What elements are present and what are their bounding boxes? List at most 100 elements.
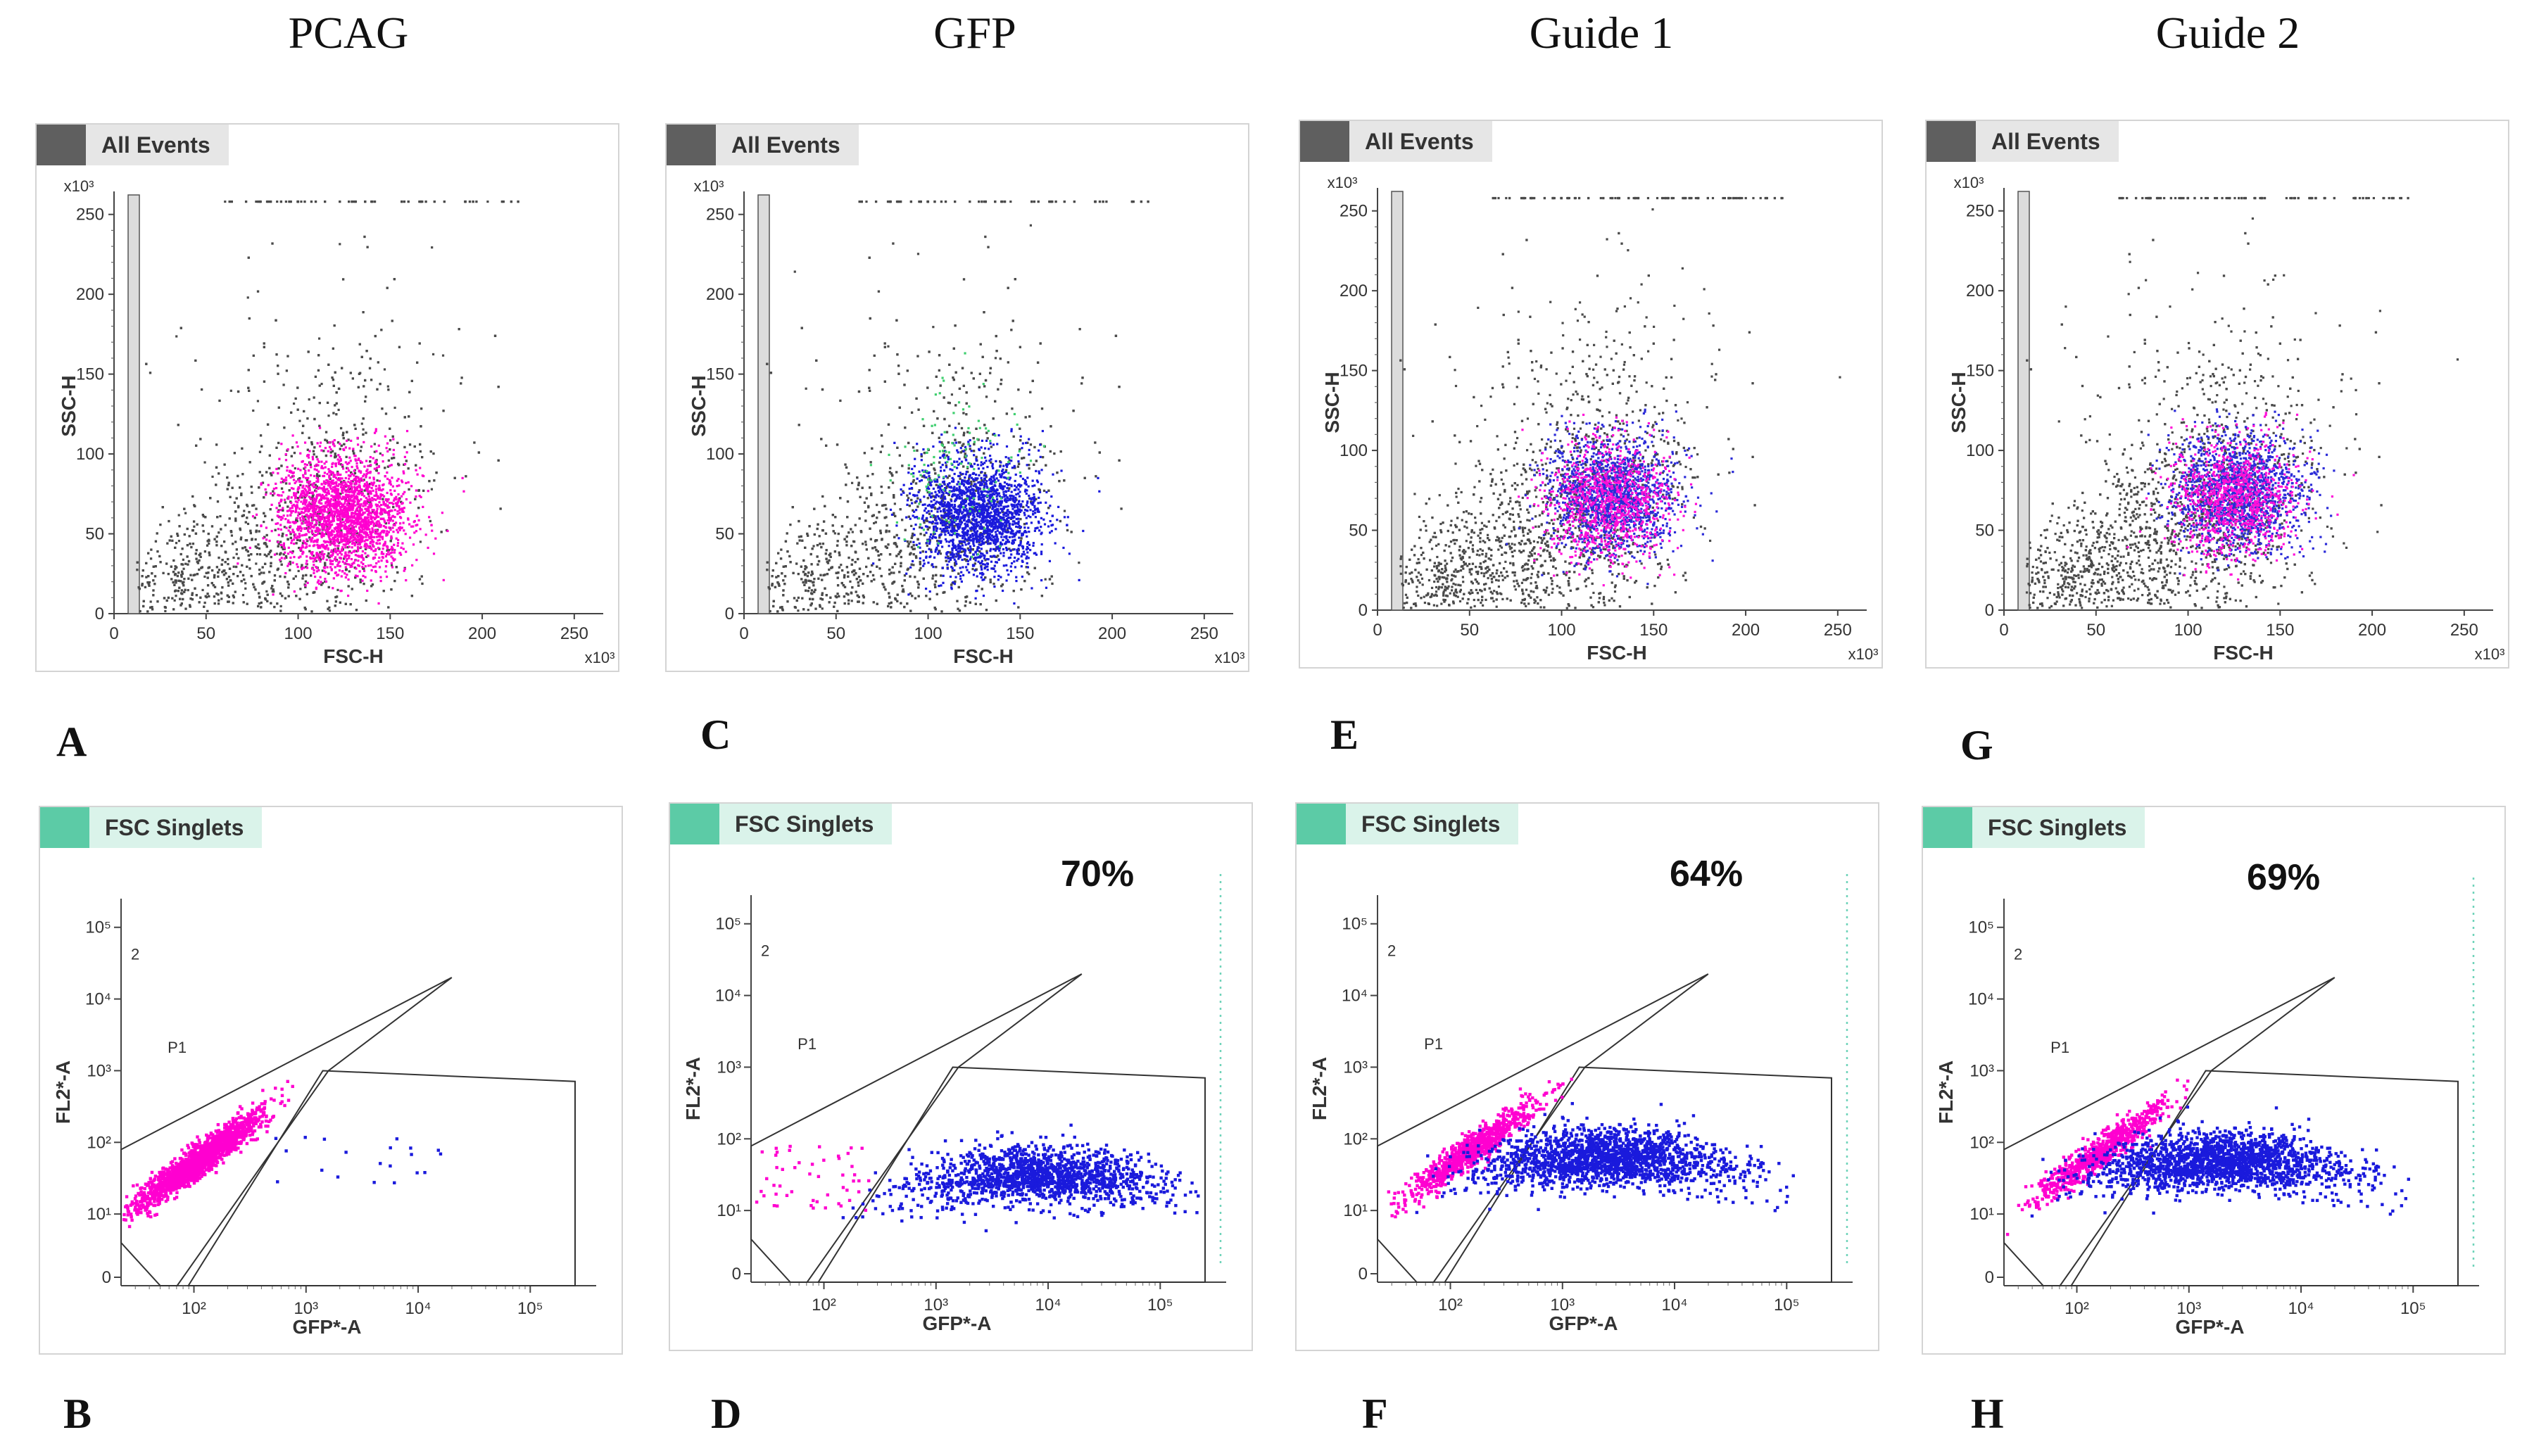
data-point [367,509,370,512]
threshold-band [757,194,770,614]
data-point [152,594,155,597]
data-point [386,471,389,474]
data-point [299,555,302,558]
data-point [351,486,353,489]
data-point [332,577,335,580]
data-point [304,476,308,480]
data-point [186,555,189,558]
data-point [374,460,377,462]
data-point [356,575,359,578]
data-point [358,479,360,482]
data-point [369,455,372,459]
data-point [393,406,396,410]
population-all-events [766,200,1149,613]
data-point [336,553,339,556]
data-point [332,505,335,508]
data-point [392,505,395,509]
data-point [366,589,369,593]
data-point [400,553,403,556]
data-point [194,505,196,507]
data-point [308,501,311,504]
data-point [340,536,343,538]
data-point [375,562,378,565]
data-point [299,526,302,530]
data-point [316,506,319,509]
data-point [391,502,393,505]
data-point [344,552,347,555]
x-tick-label: 150 [1006,624,1034,643]
data-point [269,472,272,475]
data-point [379,576,382,578]
data-point [417,519,420,522]
data-point [391,319,393,322]
data-point [344,546,347,549]
data-point [203,575,206,578]
data-point [270,492,272,495]
data-point [421,200,424,203]
data-point [351,521,354,524]
data-point [324,545,327,548]
data-point [277,365,279,367]
data-point [361,579,364,582]
data-point [293,536,296,538]
data-point [344,485,348,488]
data-point [283,426,286,429]
data-point [405,579,408,582]
data-point [175,542,178,545]
data-point [297,546,301,550]
data-point [239,486,241,489]
data-point [223,569,226,572]
data-point [286,466,289,469]
data-point [265,491,267,494]
data-point [341,514,343,518]
data-point [418,200,421,203]
data-point [341,495,344,498]
data-point [390,562,393,565]
data-point [308,509,310,512]
data-point [328,476,331,479]
data-point [310,466,313,469]
data-point [341,278,345,281]
data-point [287,583,290,586]
data-point [215,544,218,547]
data-point [334,497,336,500]
data-point [391,566,394,569]
data-point [267,552,270,556]
data-point [256,200,260,203]
data-point [280,494,283,497]
data-point [298,477,301,480]
data-point [313,502,315,505]
data-point [225,571,227,575]
data-point [156,532,158,535]
x-tick-label: 50 [196,624,215,643]
data-point [358,532,360,535]
data-point [415,489,417,492]
y-axis-label: SSC-H [58,375,80,436]
data-point [243,509,246,512]
data-point [329,562,332,565]
data-point [329,451,332,454]
data-point [933,469,936,471]
data-point [331,541,334,544]
data-point [393,543,396,546]
data-point [239,528,242,531]
data-point [433,479,436,482]
data-point [260,482,263,485]
data-point [334,485,336,488]
data-point [263,571,265,574]
data-point [291,528,294,531]
data-point [310,505,313,508]
data-point [334,371,336,374]
data-point [364,532,367,535]
data-point [319,576,322,578]
data-point [227,562,229,566]
data-point [352,538,355,541]
data-point [273,553,277,556]
data-point [366,538,369,542]
data-point [334,404,336,407]
data-point [332,495,335,498]
data-point [294,481,296,485]
data-point [245,548,248,552]
data-point [339,477,341,480]
data-point [400,546,403,549]
